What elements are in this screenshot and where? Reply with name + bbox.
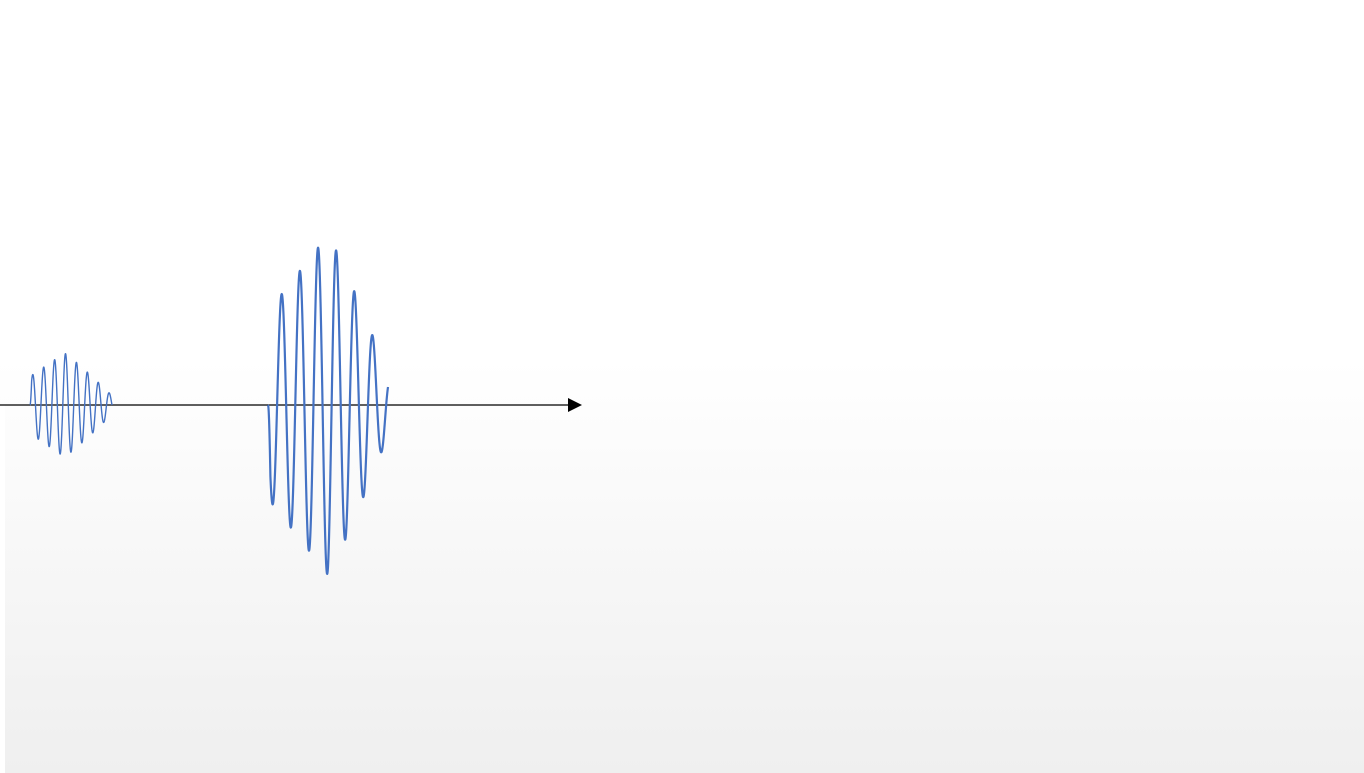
small-wave-packet [29, 352, 113, 455]
slide-edge [0, 405, 5, 773]
large-wave-packet [267, 246, 390, 575]
